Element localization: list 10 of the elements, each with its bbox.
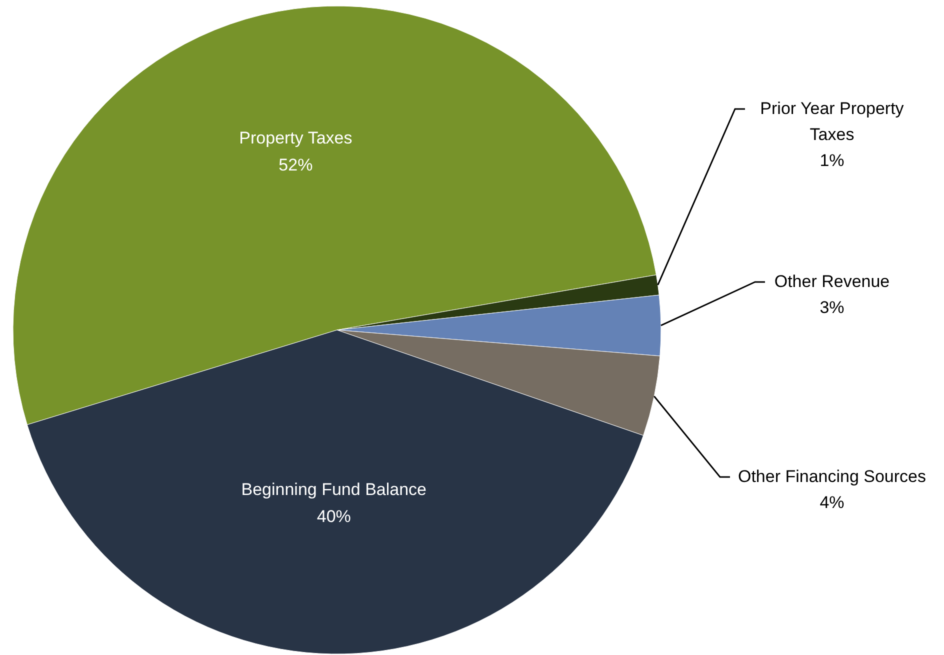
data-label: 3%	[820, 298, 844, 317]
data-label: 52%	[278, 156, 313, 175]
slice-label: Beginning Fund Balance	[241, 480, 427, 500]
slice-label: Other Financing Sources	[738, 467, 926, 486]
data-label: 4%	[820, 493, 844, 512]
data-label: 1%	[820, 151, 844, 170]
data-label: 40%	[316, 507, 351, 526]
slice-label: Property Taxes	[239, 128, 352, 148]
slice-label: Other Revenue	[774, 272, 890, 291]
slice-label: Prior Year Property Taxes	[760, 99, 904, 144]
